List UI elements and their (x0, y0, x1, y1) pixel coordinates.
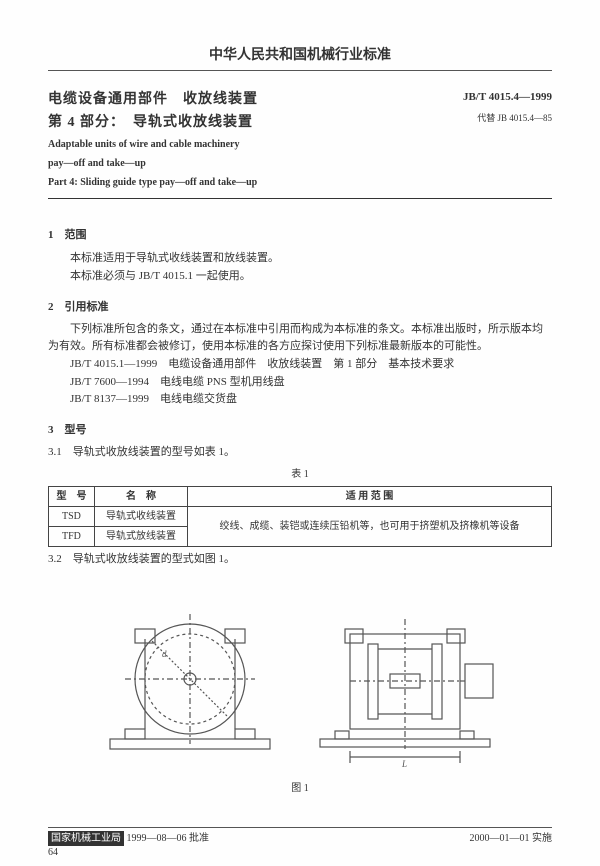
ref-1: JB/T 4015.1—1999 电缆设备通用部件 收放线装置 第 1 部分 基… (48, 356, 552, 373)
standard-page: 中华人民共和国机械行业标准 电缆设备通用部件 收放线装置 第 4 部分： 导轨式… (0, 0, 600, 866)
standard-code: JB/T 4015.4—1999 (463, 89, 552, 106)
cn-title-line1: 电缆设备通用部件 收放线装置 (48, 89, 453, 110)
th-scope: 适 用 范 围 (187, 486, 551, 506)
section-2-title: 2 引用标准 (48, 299, 552, 316)
sec1-p1: 本标准适用于导轨式收线装置和放线装置。 (48, 250, 552, 267)
sec3-p32: 3.2 导轨式收放线装置的型式如图 1。 (48, 551, 552, 568)
title-left: 电缆设备通用部件 收放线装置 第 4 部分： 导轨式收放线装置 Adaptabl… (48, 89, 453, 190)
replaces-code: 代替 JB 4015.4—85 (463, 112, 552, 126)
sec3-p31: 3.1 导轨式收放线装置的型号如表 1。 (48, 444, 552, 461)
page-footer: 国家机械工业局 1999—08—06 批准 2000—01—01 实施 (48, 827, 552, 846)
table-1: 型 号 名 称 适 用 范 围 TSD 导轨式收线装置 绞线、成缆、装铠或连续压… (48, 486, 552, 547)
sec2-intro: 下列标准所包含的条文，通过在本标准中引用而构成为本标准的条文。本标准出版时，所示… (48, 321, 552, 354)
en-title-line3: Part 4: Sliding guide type pay—off and t… (48, 175, 453, 190)
en-title-line1: Adaptable units of wire and cable machin… (48, 137, 453, 152)
ref-2: JB/T 7600—1994 电线电缆 PNS 型机用线盘 (48, 374, 552, 391)
sec1-p2: 本标准必须与 JB/T 4015.1 一起使用。 (48, 268, 552, 285)
cell-model: TSD (49, 506, 95, 526)
figure-1-svg: L d (90, 579, 510, 769)
svg-text:d: d (162, 649, 167, 659)
cn-title-line2: 第 4 部分： 导轨式收放线装置 (48, 112, 453, 133)
cell-scope: 绞线、成缆、装铠或连续压铅机等，也可用于挤塑机及挤橡机等设备 (187, 506, 551, 546)
en-title-line2: pay—off and take—up (48, 156, 453, 171)
th-name: 名 称 (94, 486, 187, 506)
title-block: 电缆设备通用部件 收放线装置 第 4 部分： 导轨式收放线装置 Adaptabl… (48, 89, 552, 199)
issuer-badge: 国家机械工业局 (48, 831, 124, 846)
table-row: 型 号 名 称 适 用 范 围 (49, 486, 552, 506)
approval-date: 1999—08—06 批准 (124, 833, 209, 844)
footer-right: 2000—01—01 实施 (470, 831, 553, 846)
section-1-title: 1 范围 (48, 227, 552, 244)
th-model: 型 号 (49, 486, 95, 506)
table-1-caption: 表 1 (48, 467, 552, 482)
table-row: TSD 导轨式收线装置 绞线、成缆、装铠或连续压铅机等，也可用于挤塑机及挤橡机等… (49, 506, 552, 526)
figure-1-caption: 图 1 (48, 781, 552, 796)
national-standard-heading: 中华人民共和国机械行业标准 (48, 45, 552, 71)
title-right: JB/T 4015.4—1999 代替 JB 4015.4—85 (453, 89, 552, 190)
cell-name: 导轨式放线装置 (94, 526, 187, 546)
ref-3: JB/T 8137—1999 电线电缆交货盘 (48, 391, 552, 408)
cell-name: 导轨式收线装置 (94, 506, 187, 526)
figure-1: L d 图 1 (48, 579, 552, 796)
footer-left: 国家机械工业局 1999—08—06 批准 (48, 831, 209, 846)
svg-text:L: L (401, 759, 407, 769)
cell-model: TFD (49, 526, 95, 546)
section-3-title: 3 型号 (48, 422, 552, 439)
page-number: 64 (48, 845, 58, 860)
